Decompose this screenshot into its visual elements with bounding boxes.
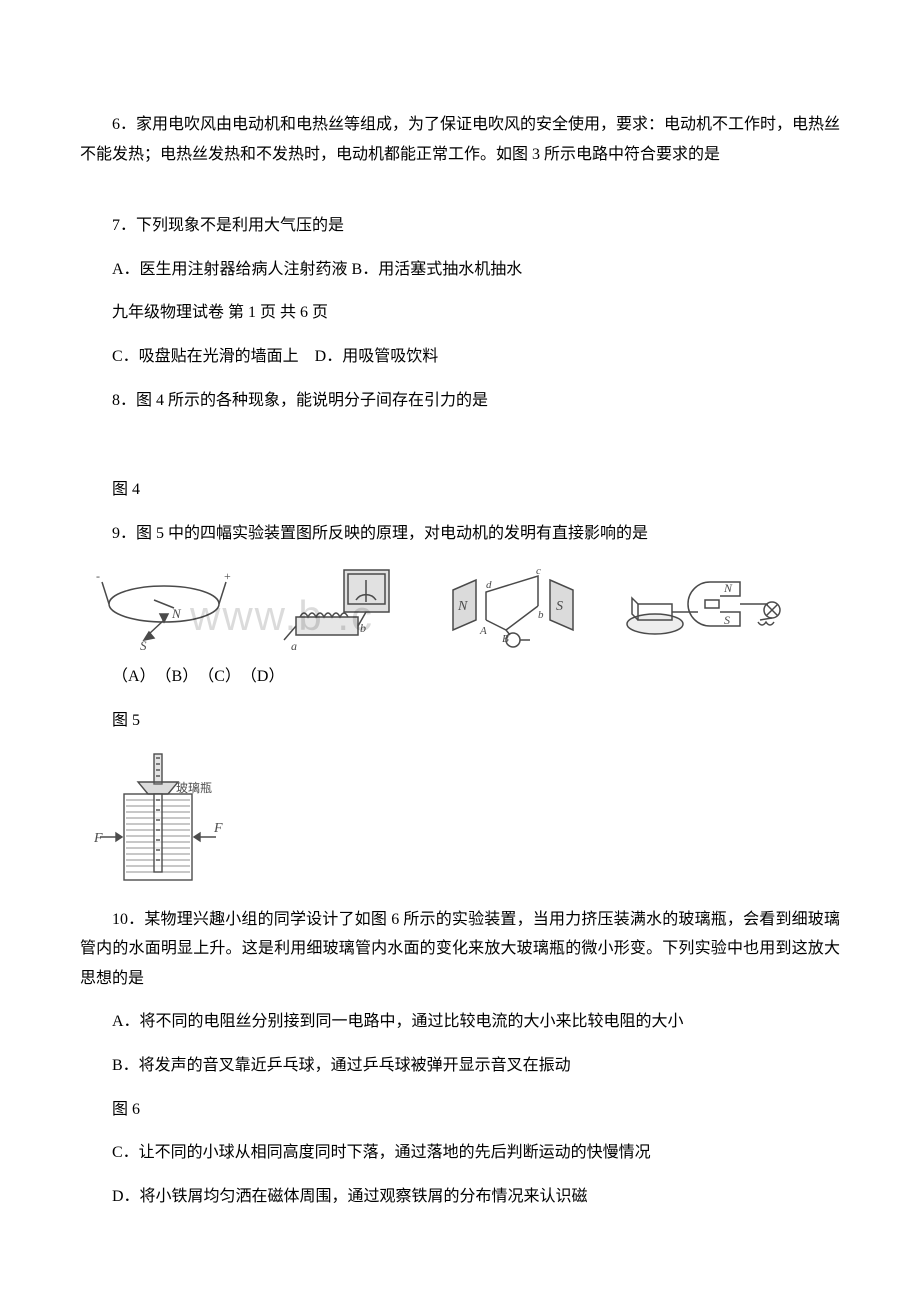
question-10-option-d: D．将小铁屑均匀洒在磁体周围，通过观察铁屑的分布情况来认识磁 [80, 1182, 840, 1212]
figure-5-diagrams-row: - + S N b [80, 562, 840, 652]
question-7-options-ab: A．医生用注射器给病人注射药液 B．用活塞式抽水机抽水 [80, 255, 840, 285]
question-9-labels-row: （A） （B） （C） （D） [80, 662, 840, 692]
svg-text:S: S [556, 599, 563, 614]
question-7-options-cd: C．吸盘贴在光滑的墙面上 D．用吸管吸饮料 [80, 342, 840, 372]
svg-text:b: b [360, 621, 366, 635]
question-10-option-b: B．将发声的音叉靠近乒乓球，通过乒乓球被弹开显示音叉在振动 [80, 1051, 840, 1081]
diagram-c: N S A B c b d [438, 562, 598, 652]
svg-text:+: + [224, 569, 231, 583]
question-10-option-a: A．将不同的电阻丝分别接到同一电路中，通过比较电流的大小来比较电阻的大小 [80, 1007, 840, 1037]
svg-text:S: S [724, 613, 730, 627]
svg-text:-: - [96, 569, 100, 583]
svg-text:S: S [140, 638, 147, 652]
svg-text:N: N [171, 606, 182, 621]
question-7-text: 7．下列现象不是利用大气压的是 [80, 211, 840, 241]
spacer [80, 429, 840, 457]
svg-text:玻璃瓶: 玻璃瓶 [176, 781, 212, 795]
question-9-text: 9．图 5 中的四幅实验装置图所反映的原理，对电动机的发明有直接影响的是 [80, 519, 840, 549]
figure-6-bottle: 玻璃瓶 F F [94, 750, 840, 895]
spacer [80, 457, 840, 475]
svg-text:c: c [536, 565, 541, 577]
svg-text:N: N [723, 581, 733, 595]
figure-5-label: 图 5 [80, 706, 840, 736]
svg-text:F: F [213, 821, 223, 836]
question-10-text: 10．某物理兴趣小组的同学设计了如图 6 所示的实验装置，当用力挤压装满水的玻璃… [80, 905, 840, 994]
question-6-text: 6．家用电吹风由电动机和电热丝等组成，为了保证电吹风的安全使用，要求：电动机不工… [80, 110, 840, 169]
svg-text:N: N [457, 599, 468, 614]
svg-text:a: a [291, 639, 297, 652]
svg-text:b: b [538, 609, 544, 621]
diagram-a: - + S N [94, 562, 244, 652]
diagram-b: b a [266, 562, 416, 652]
question-8-text: 8．图 4 所示的各种现象，能说明分子间存在引力的是 [80, 386, 840, 416]
question-10-option-c: C．让不同的小球从相同高度同时下落，通过落地的先后判断运动的快慢情况 [80, 1138, 840, 1168]
svg-text:F: F [94, 831, 103, 846]
page-footer-line: 九年级物理试卷 第 1 页 共 6 页 [80, 298, 840, 328]
svg-text:A: A [479, 625, 487, 637]
diagram-d: N S [620, 562, 790, 652]
figure-4-label: 图 4 [80, 475, 840, 505]
svg-text:d: d [486, 579, 492, 591]
figure-6-label: 图 6 [80, 1095, 840, 1125]
spacer [80, 183, 840, 211]
